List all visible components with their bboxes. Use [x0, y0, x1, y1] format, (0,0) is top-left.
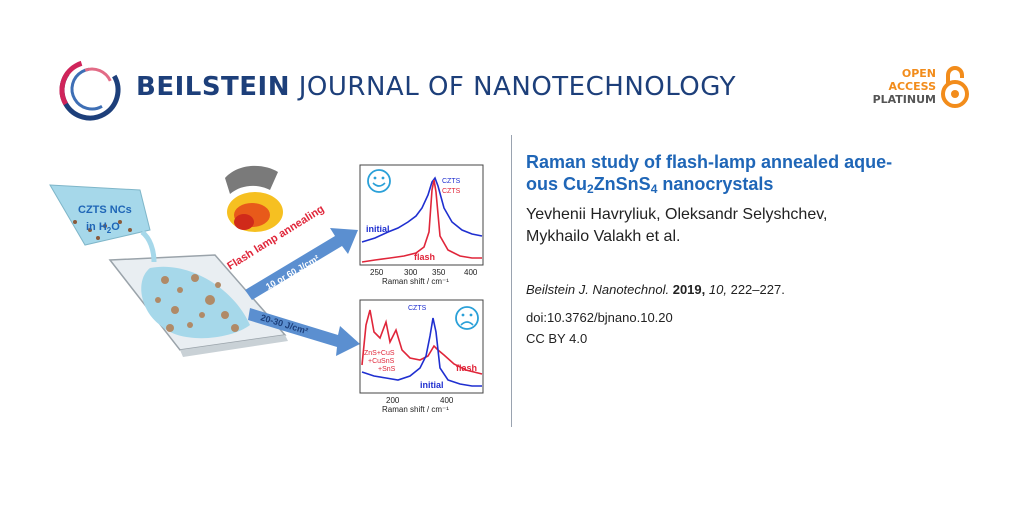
journal-name-bold: BEILSTEIN: [136, 72, 290, 102]
chart-bottom-tick: 400: [440, 396, 454, 405]
graphical-abstract: CZTS NCs in H2O Flash lamp annealing 10 …: [49, 164, 484, 414]
journal-name-rest: JOURNAL OF NANOTECHNOLOGY: [298, 72, 736, 102]
chart-bottom-phase: ZnS+CuS: [364, 350, 395, 357]
title-sub-2: 4: [650, 182, 658, 196]
pouring-stream: [140, 230, 157, 263]
flash-burst: [227, 192, 283, 232]
chart-bottom-ticks: 200 400: [386, 396, 454, 405]
sad-face-icon: [455, 306, 479, 330]
beilstein-logo-icon: [59, 59, 121, 121]
chart-top-flash-curve: [361, 179, 482, 263]
glass-slide-edge: [180, 335, 288, 357]
arrow-bottom: [248, 308, 360, 356]
chart-bottom-tick: 200: [386, 396, 400, 405]
chart-top-ticks: 250 300 350 400: [370, 268, 478, 277]
platinum-label: PLATINUM: [872, 93, 936, 106]
citation-year: 2019,: [672, 282, 706, 297]
vertical-divider: [511, 135, 512, 427]
authors-line-1: Yevhenii Havryliuk, Oleksandr Selyshchev…: [526, 206, 828, 223]
chart-bottom-initial-curve: [361, 317, 482, 387]
article-title[interactable]: Raman study of flash-lamp annealed aque-…: [526, 151, 996, 200]
authors: Yevhenii Havryliuk, Oleksandr Selyshchev…: [526, 204, 996, 248]
open-lock-icon: [941, 66, 969, 108]
chart-bottom-phases: ZnS+CuS +CuSnS +SnS: [364, 350, 396, 373]
happy-face-icon: [367, 169, 391, 193]
flash-lamp: [225, 165, 278, 194]
chart-bottom-phase: +SnS: [378, 366, 396, 373]
chart-bottom-legend: CZTS: [408, 305, 427, 312]
chart-top-initial-label: initial: [366, 224, 390, 234]
doi-link[interactable]: doi:10.3762/bjnano.10.20: [526, 310, 673, 325]
arrow-top: [245, 228, 358, 300]
title-text-a: ous Cu: [526, 174, 587, 194]
open-label: OPEN: [901, 67, 936, 80]
chart-top-tick: 400: [464, 268, 478, 277]
chart-top-legend-1: CZTS: [442, 178, 461, 185]
chart-bottom-initial-label: initial: [420, 380, 444, 390]
chart-bottom-phase: +CuSnS: [368, 358, 395, 365]
title-text-c: nanocrystals: [657, 174, 774, 194]
chart-bottom-flash-curve: [361, 309, 483, 375]
beaker: [49, 184, 151, 246]
chart-top-xlabel: Raman shift / cm⁻¹: [382, 277, 449, 286]
title-sub-1: 2: [587, 182, 594, 196]
chart-bottom-xlabel: Raman shift / cm⁻¹: [382, 405, 449, 414]
title-line-1: Raman study of flash-lamp annealed aque-: [526, 152, 893, 172]
nanocrystal-dots: [155, 274, 239, 332]
arrow-top-label: 10 or 60 J/cm²: [264, 253, 321, 292]
chart-top-frame: [359, 164, 484, 266]
authors-line-2: Mykhailo Valakh et al.: [526, 228, 681, 245]
citation: Beilstein J. Nanotechnol. 2019, 10, 222–…: [526, 282, 785, 297]
beaker-label-1: CZTS NCs: [78, 204, 132, 216]
droplet: [141, 266, 250, 339]
title-text-b: ZnSnS: [593, 174, 651, 194]
beaker-dots: [73, 220, 132, 240]
chart-top-initial-curve: [361, 176, 483, 243]
chart-top-flash-label: flash: [414, 252, 435, 262]
chart-top-tick: 250: [370, 268, 384, 277]
chart-top-tick: 350: [432, 268, 446, 277]
license: CC BY 4.0: [526, 331, 588, 346]
citation-volume: 10,: [708, 282, 727, 297]
citation-pages: 222–227.: [730, 282, 785, 297]
citation-journal: Beilstein J. Nanotechnol.: [526, 282, 670, 297]
chart-top-legend-2: CZTS: [442, 188, 461, 195]
chart-top-tick: 300: [404, 268, 418, 277]
chart-bottom-flash-label: flash: [456, 363, 477, 373]
beaker-label-2: in H2O: [86, 221, 120, 235]
open-access-badge: OPEN ACCESS PLATINUM: [868, 67, 936, 106]
access-label: ACCESS: [888, 80, 936, 93]
journal-title: BEILSTEIN JOURNAL OF NANOTECHNOLOGY: [136, 72, 736, 102]
